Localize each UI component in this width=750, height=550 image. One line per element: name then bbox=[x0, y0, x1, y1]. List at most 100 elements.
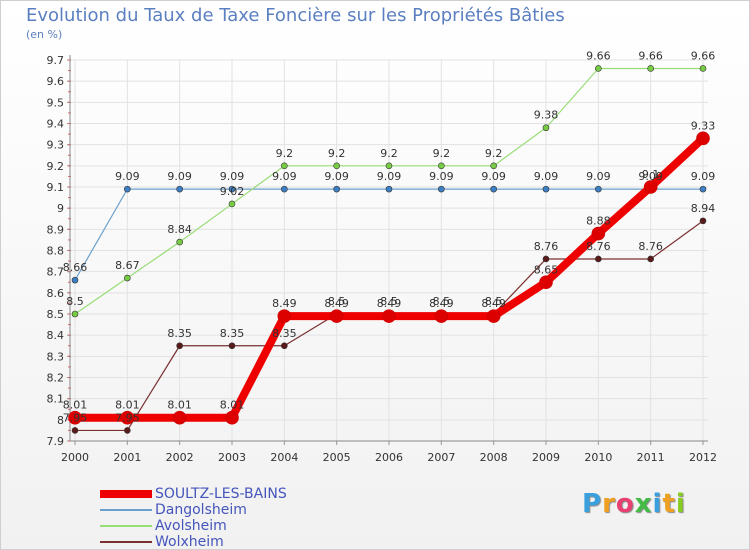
data-point bbox=[329, 309, 344, 323]
y-tick-label: 8.8 bbox=[47, 245, 65, 258]
data-label: 8.49 bbox=[377, 297, 402, 310]
x-tick-label: 2003 bbox=[218, 451, 246, 464]
chart-subtitle: (en %) bbox=[26, 28, 63, 41]
legend: SOULTZ-LES-BAINS Dangolsheim Avolsheim Wolx… bbox=[100, 486, 287, 550]
y-tick-label: 9 bbox=[57, 202, 64, 215]
data-label: 9.09 bbox=[220, 170, 245, 183]
proxiti-logo: Proxiti bbox=[582, 489, 686, 519]
data-label: 8.35 bbox=[220, 327, 245, 340]
data-label: 9.2 bbox=[276, 147, 294, 160]
data-label: 9.2 bbox=[380, 147, 398, 160]
data-label: 8.5 bbox=[328, 295, 346, 308]
y-tick-label: 9.1 bbox=[47, 181, 65, 194]
data-point bbox=[176, 342, 183, 350]
data-point bbox=[382, 309, 396, 323]
data-point bbox=[699, 65, 707, 72]
data-point bbox=[124, 274, 131, 282]
data-point bbox=[595, 65, 602, 72]
data-label: 8.01 bbox=[63, 399, 88, 412]
data-point bbox=[438, 162, 445, 170]
data-label: 7.95 bbox=[115, 411, 140, 424]
y-tick-label: 9.5 bbox=[47, 96, 65, 109]
data-label: 7.95 bbox=[63, 411, 88, 424]
data-label: 8.5 bbox=[485, 295, 503, 308]
data-label: 8.35 bbox=[272, 327, 297, 340]
y-tick-label: 7.9 bbox=[47, 435, 65, 448]
data-point bbox=[120, 410, 135, 425]
data-point bbox=[438, 185, 445, 193]
x-tick-label: 2006 bbox=[375, 451, 403, 464]
axes: 7.988.18.28.38.48.58.68.78.88.999.19.29.… bbox=[47, 54, 718, 464]
y-tick-label: 9.2 bbox=[47, 160, 65, 173]
data-point bbox=[490, 185, 497, 193]
data-point bbox=[228, 200, 236, 208]
data-labels: 8.01 8.01 8.01 8.01 8.49 8.49 8.49 8.49 8.49 8.65… bbox=[63, 49, 716, 424]
data-label: 8.67 bbox=[115, 259, 140, 272]
data-point bbox=[591, 226, 606, 241]
data-label: 9.09 bbox=[638, 170, 663, 183]
x-tick-label: 2011 bbox=[637, 451, 665, 464]
data-point bbox=[281, 342, 288, 350]
series-lines bbox=[68, 65, 710, 434]
data-point bbox=[176, 185, 183, 193]
data-label: 9.02 bbox=[220, 185, 245, 198]
legend-item: Dangolsheim bbox=[100, 502, 287, 518]
data-label: 8.84 bbox=[167, 223, 192, 236]
data-point bbox=[647, 255, 654, 263]
x-tick-label: 2001 bbox=[113, 451, 141, 464]
legend-item: Avolsheim bbox=[100, 518, 287, 534]
data-point bbox=[542, 124, 550, 132]
y-tick-label: 9.6 bbox=[47, 75, 65, 88]
data-label: 8.01 bbox=[167, 399, 192, 412]
legend-swatch bbox=[100, 490, 152, 498]
data-point bbox=[486, 309, 501, 323]
data-label: 8.49 bbox=[272, 297, 297, 310]
data-point bbox=[176, 238, 183, 246]
y-tick-label: 8.1 bbox=[47, 393, 65, 406]
data-point bbox=[71, 310, 79, 318]
grid bbox=[70, 59, 708, 442]
y-tick-label: 9.4 bbox=[47, 118, 65, 131]
legend-item: SOULTZ-LES-BAINS bbox=[100, 486, 287, 502]
data-label: 9.09 bbox=[272, 170, 297, 183]
data-label: 8.5 bbox=[66, 295, 84, 308]
x-tick-label: 2000 bbox=[61, 451, 89, 464]
data-label: 8.5 bbox=[433, 295, 451, 308]
data-label: 8.88 bbox=[586, 215, 611, 228]
data-label: 9.09 bbox=[691, 170, 716, 183]
data-point bbox=[647, 65, 654, 72]
data-label: 8.49 bbox=[481, 297, 506, 310]
data-label: 8.49 bbox=[429, 297, 454, 310]
data-point bbox=[595, 255, 602, 263]
data-point bbox=[228, 342, 236, 350]
data-label: 9.66 bbox=[691, 49, 716, 62]
data-label: 9.2 bbox=[328, 147, 346, 160]
data-label: 8.35 bbox=[167, 327, 192, 340]
data-label: 8.49 bbox=[324, 297, 349, 310]
x-tick-label: 2004 bbox=[270, 451, 298, 464]
legend-label: SOULTZ-LES-BAINS bbox=[155, 486, 287, 502]
data-point bbox=[124, 427, 131, 434]
data-point bbox=[643, 180, 658, 194]
data-point bbox=[71, 427, 79, 434]
data-point bbox=[385, 162, 393, 170]
data-point bbox=[699, 217, 707, 225]
data-label: 8.01 bbox=[115, 399, 140, 412]
data-point bbox=[595, 185, 602, 193]
y-tick-label: 8.9 bbox=[47, 223, 65, 236]
data-label: 8.01 bbox=[220, 399, 245, 412]
chart-title: Evolution du Taux de Taxe Foncière sur l… bbox=[26, 5, 565, 26]
data-point bbox=[281, 162, 288, 170]
y-tick-label: 8.2 bbox=[47, 372, 65, 385]
y-tick-label: 8.7 bbox=[47, 266, 65, 279]
y-tick-label: 9.3 bbox=[47, 139, 65, 152]
data-point bbox=[333, 185, 340, 193]
data-label: 8.5 bbox=[380, 295, 398, 308]
data-point bbox=[68, 410, 82, 425]
data-label: 8.76 bbox=[534, 240, 559, 253]
y-tick-label: 9.7 bbox=[47, 54, 65, 67]
data-label: 9.66 bbox=[586, 49, 611, 62]
y-tick-label: 8 bbox=[57, 414, 64, 427]
y-tick-label: 8.6 bbox=[47, 287, 65, 300]
